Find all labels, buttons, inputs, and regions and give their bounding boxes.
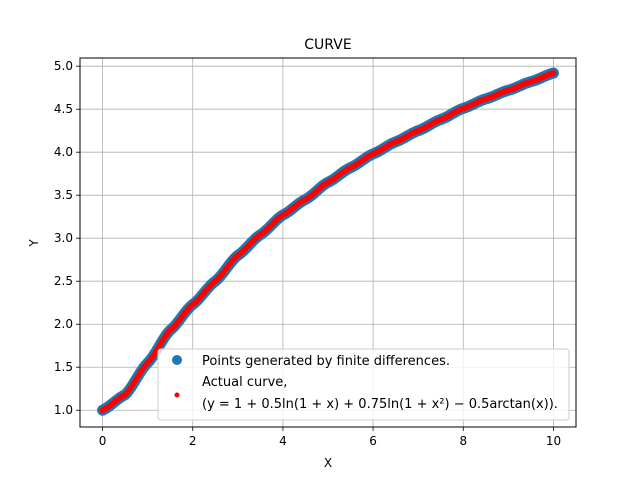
legend-box xyxy=(157,348,570,421)
x-tick-label: 4 xyxy=(279,434,287,448)
y-tick-label: 3.5 xyxy=(54,188,73,202)
x-axis-label: X xyxy=(324,456,332,470)
y-tick-label: 1.5 xyxy=(54,360,73,374)
legend-label-finite-differences: Points generated by finite differences. xyxy=(202,354,450,369)
y-axis: 1.0 1.5 2.0 2.5 3.0 3.5 4.0 4.5 5.0 xyxy=(54,59,80,417)
legend: Points generated by finite differences. … xyxy=(157,348,570,421)
x-tick-label: 0 xyxy=(99,434,107,448)
y-axis-label: Y xyxy=(27,239,41,248)
x-tick-label: 6 xyxy=(369,434,377,448)
y-tick-label: 5.0 xyxy=(54,59,73,73)
y-tick-label: 2.5 xyxy=(54,274,73,288)
plot-frame xyxy=(79,57,577,428)
actual-curve-point xyxy=(550,70,557,77)
data-layer xyxy=(97,67,559,416)
legend-label-equation: (y = 1 + 0.5ln(1 + x) + 0.75ln(1 + x²) −… xyxy=(202,397,558,412)
x-axis: 0 2 4 6 8 10 xyxy=(99,427,561,448)
y-tick-label: 4.5 xyxy=(54,102,73,116)
legend-label-actual-curve: Actual curve, xyxy=(202,375,287,390)
legend-marker-finite-differences xyxy=(172,355,182,365)
chart-title: CURVE xyxy=(304,37,351,53)
y-tick-label: 4.0 xyxy=(54,145,73,159)
x-tick-label: 10 xyxy=(546,434,561,448)
x-tick-label: 8 xyxy=(459,434,467,448)
y-tick-label: 2.0 xyxy=(54,317,73,331)
legend-marker-actual-curve xyxy=(174,392,180,398)
y-tick-label: 3.0 xyxy=(54,231,73,245)
y-tick-label: 1.0 xyxy=(54,403,73,417)
x-tick-label: 2 xyxy=(189,434,197,448)
